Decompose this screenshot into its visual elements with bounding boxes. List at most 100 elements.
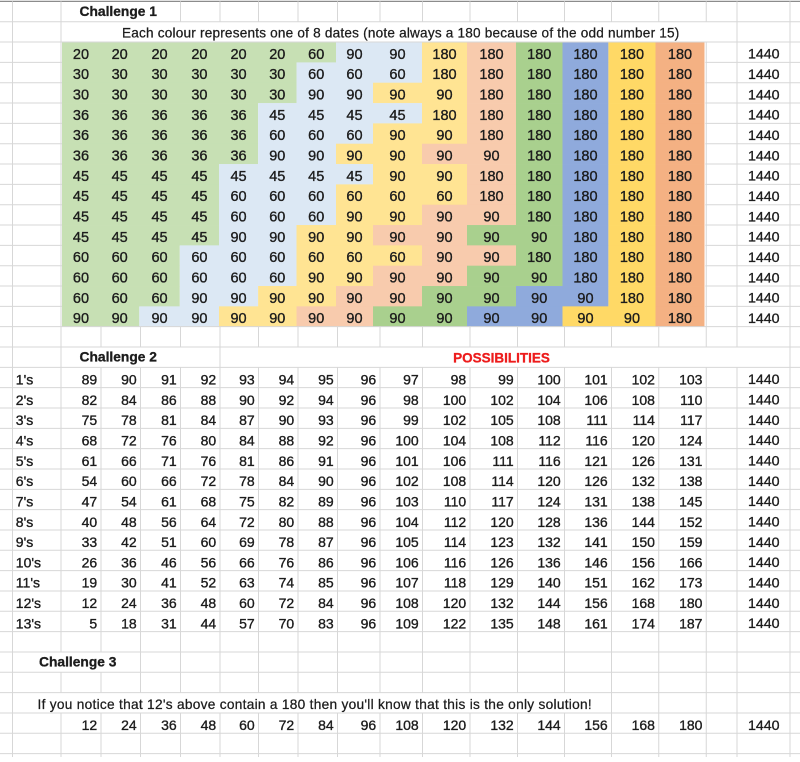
svg-text:90: 90 bbox=[436, 270, 452, 286]
svg-text:36: 36 bbox=[191, 128, 207, 144]
svg-text:84: 84 bbox=[318, 717, 334, 733]
svg-text:94: 94 bbox=[279, 371, 295, 387]
svg-text:111: 111 bbox=[492, 453, 513, 469]
svg-text:1440: 1440 bbox=[748, 169, 780, 185]
svg-text:82: 82 bbox=[279, 493, 295, 509]
svg-text:180: 180 bbox=[620, 47, 644, 63]
svg-text:30: 30 bbox=[191, 67, 207, 83]
svg-text:13's: 13's bbox=[16, 615, 41, 631]
svg-text:107: 107 bbox=[395, 575, 419, 591]
svg-text:180: 180 bbox=[527, 169, 551, 185]
svg-text:60: 60 bbox=[269, 128, 285, 144]
svg-text:180: 180 bbox=[527, 108, 551, 124]
svg-text:166: 166 bbox=[679, 554, 703, 570]
svg-text:180: 180 bbox=[620, 210, 644, 226]
svg-text:96: 96 bbox=[361, 412, 377, 428]
svg-text:120: 120 bbox=[443, 595, 467, 611]
svg-text:45: 45 bbox=[73, 230, 89, 246]
svg-text:101: 101 bbox=[584, 371, 608, 387]
svg-text:102: 102 bbox=[490, 392, 514, 408]
svg-text:Challenge 1: Challenge 1 bbox=[80, 4, 158, 19]
svg-text:30: 30 bbox=[269, 88, 285, 104]
svg-text:180: 180 bbox=[573, 270, 597, 286]
svg-text:180: 180 bbox=[679, 717, 703, 733]
svg-text:45: 45 bbox=[389, 108, 405, 124]
svg-text:68: 68 bbox=[201, 493, 217, 509]
svg-text:124: 124 bbox=[537, 493, 561, 509]
svg-text:44: 44 bbox=[201, 615, 217, 631]
svg-text:132: 132 bbox=[490, 595, 514, 611]
svg-text:180: 180 bbox=[573, 88, 597, 104]
svg-text:45: 45 bbox=[112, 189, 128, 205]
svg-text:6's: 6's bbox=[16, 473, 33, 489]
svg-text:108: 108 bbox=[537, 412, 561, 428]
svg-text:36: 36 bbox=[161, 717, 177, 733]
svg-text:90: 90 bbox=[577, 291, 593, 307]
svg-text:96: 96 bbox=[361, 717, 377, 733]
svg-text:61: 61 bbox=[161, 493, 177, 509]
svg-text:180: 180 bbox=[573, 250, 597, 266]
svg-text:1440: 1440 bbox=[748, 413, 780, 429]
svg-text:144: 144 bbox=[632, 514, 656, 530]
svg-text:102: 102 bbox=[443, 412, 467, 428]
svg-text:45: 45 bbox=[308, 169, 324, 185]
svg-text:90: 90 bbox=[436, 291, 452, 307]
svg-text:61: 61 bbox=[82, 453, 98, 469]
svg-text:90: 90 bbox=[308, 291, 324, 307]
svg-text:99: 99 bbox=[403, 412, 419, 428]
svg-text:90: 90 bbox=[531, 230, 547, 246]
svg-text:1440: 1440 bbox=[748, 718, 780, 734]
svg-text:90: 90 bbox=[269, 311, 285, 327]
svg-text:45: 45 bbox=[191, 230, 207, 246]
svg-text:90: 90 bbox=[230, 291, 246, 307]
svg-text:180: 180 bbox=[668, 311, 692, 327]
svg-text:60: 60 bbox=[151, 270, 167, 286]
svg-text:45: 45 bbox=[73, 189, 89, 205]
svg-text:180: 180 bbox=[620, 149, 644, 165]
svg-text:1440: 1440 bbox=[748, 189, 780, 205]
svg-text:90: 90 bbox=[483, 149, 499, 165]
svg-text:45: 45 bbox=[112, 169, 128, 185]
svg-text:60: 60 bbox=[112, 250, 128, 266]
svg-text:129: 129 bbox=[490, 575, 514, 591]
svg-text:60: 60 bbox=[346, 128, 362, 144]
svg-text:36: 36 bbox=[112, 149, 128, 165]
svg-text:90: 90 bbox=[308, 230, 324, 246]
svg-text:60: 60 bbox=[346, 67, 362, 83]
svg-text:36: 36 bbox=[191, 108, 207, 124]
svg-text:180: 180 bbox=[668, 270, 692, 286]
svg-text:180: 180 bbox=[620, 67, 644, 83]
svg-text:76: 76 bbox=[279, 554, 295, 570]
svg-text:71: 71 bbox=[161, 453, 177, 469]
svg-text:3's: 3's bbox=[16, 412, 33, 428]
svg-text:108: 108 bbox=[395, 595, 419, 611]
svg-text:1440: 1440 bbox=[748, 372, 780, 388]
svg-text:124: 124 bbox=[679, 432, 703, 448]
svg-text:180: 180 bbox=[668, 108, 692, 124]
svg-text:60: 60 bbox=[230, 210, 246, 226]
svg-text:POSSIBILITIES: POSSIBILITIES bbox=[453, 350, 550, 365]
svg-text:60: 60 bbox=[230, 189, 246, 205]
svg-text:140: 140 bbox=[537, 575, 561, 591]
svg-text:116: 116 bbox=[585, 432, 608, 448]
svg-text:102: 102 bbox=[395, 473, 419, 489]
svg-text:1440: 1440 bbox=[748, 515, 780, 531]
svg-text:108: 108 bbox=[632, 392, 656, 408]
svg-text:Challenge 3: Challenge 3 bbox=[39, 654, 117, 669]
svg-text:90: 90 bbox=[308, 270, 324, 286]
svg-text:30: 30 bbox=[121, 575, 137, 591]
svg-text:90: 90 bbox=[531, 270, 547, 286]
svg-text:180: 180 bbox=[668, 189, 692, 205]
svg-text:98: 98 bbox=[451, 371, 467, 387]
svg-text:108: 108 bbox=[395, 717, 419, 733]
svg-text:60: 60 bbox=[151, 291, 167, 307]
svg-text:84: 84 bbox=[121, 392, 137, 408]
svg-text:10's: 10's bbox=[16, 554, 41, 570]
svg-text:90: 90 bbox=[389, 291, 405, 307]
svg-text:45: 45 bbox=[73, 210, 89, 226]
svg-text:180: 180 bbox=[479, 67, 503, 83]
svg-text:51: 51 bbox=[161, 534, 177, 550]
svg-text:180: 180 bbox=[573, 169, 597, 185]
svg-text:1440: 1440 bbox=[748, 230, 780, 246]
svg-text:88: 88 bbox=[279, 432, 295, 448]
